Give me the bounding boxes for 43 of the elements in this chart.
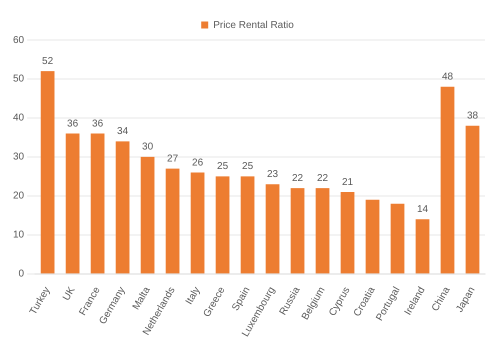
bar: [366, 200, 380, 274]
bar: [340, 192, 354, 274]
bar: [140, 156, 154, 274]
data-label: 34: [117, 126, 129, 138]
bar: [90, 134, 104, 274]
legend-label: Price Rental Ratio: [213, 20, 294, 31]
data-label: 36: [92, 118, 104, 130]
data-label: 48: [442, 72, 454, 83]
data-label: 14: [416, 204, 429, 216]
data-label: 22: [316, 172, 329, 184]
bar: [266, 184, 280, 274]
y-tick-label: 40: [13, 112, 25, 124]
y-tick-label: 50: [13, 74, 25, 85]
bar: [390, 204, 404, 274]
bar: [416, 219, 430, 274]
data-label: 21: [342, 176, 354, 188]
bar: [216, 176, 230, 274]
bar: [190, 172, 204, 274]
data-label: 30: [142, 142, 154, 153]
y-tick-label: 60: [13, 34, 25, 46]
data-label: 22: [292, 172, 304, 184]
bar: [466, 126, 480, 274]
data-label: 38: [466, 110, 478, 122]
data-label: 52: [42, 56, 54, 67]
bar: [66, 134, 80, 274]
bar: [240, 176, 254, 274]
y-tick-label: 10: [13, 230, 25, 241]
data-label: 23: [266, 168, 279, 180]
data-label: 26: [192, 157, 204, 168]
bar: [116, 141, 130, 274]
y-tick-label: 20: [13, 190, 25, 202]
x-tick-label: UK: [61, 284, 78, 303]
bar: [166, 168, 180, 274]
bar: [290, 188, 304, 274]
data-label: 36: [67, 118, 79, 130]
y-tick-label: 0: [18, 268, 25, 280]
bar: [316, 188, 330, 274]
bar: [40, 71, 54, 274]
data-label: 25: [217, 161, 229, 172]
data-label: 25: [242, 161, 254, 172]
bar: [440, 86, 454, 274]
data-label: 27: [167, 153, 179, 164]
y-tick-label: 30: [13, 152, 25, 163]
